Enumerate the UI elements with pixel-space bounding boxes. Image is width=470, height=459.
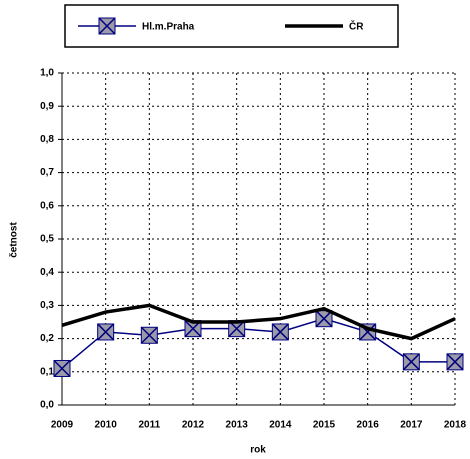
y-tick-label: 0,1 (40, 366, 54, 377)
y-tick-label: 0,4 (40, 267, 54, 278)
y-tick-label: 0,2 (40, 333, 54, 344)
legend-label: Hl.m.Praha (142, 22, 195, 33)
x-tick-label: 2016 (357, 420, 380, 431)
y-tick-label: 0,0 (40, 400, 54, 411)
marker (140, 326, 158, 344)
y-tick-label: 0,5 (40, 234, 54, 245)
marker (53, 359, 71, 378)
legend-label: ČR (349, 20, 364, 33)
y-tick-label: 0,8 (40, 134, 54, 145)
y-tick-label: 0,6 (40, 200, 54, 211)
x-tick-label: 2015 (313, 420, 336, 431)
marker (315, 310, 333, 328)
y-tick-label: 0,9 (40, 101, 54, 112)
x-tick-label: 2010 (95, 420, 118, 431)
x-axis-label: rok (250, 445, 266, 456)
x-tick-label: 2014 (269, 420, 292, 431)
y-tick-label: 0,3 (40, 300, 54, 311)
x-tick-label: 2011 (138, 420, 160, 431)
marker (98, 17, 116, 35)
y-axis-label: četnost (9, 222, 20, 258)
x-tick-label: 2009 (51, 420, 74, 431)
marker (97, 323, 115, 341)
y-tick-label: 0,7 (40, 167, 54, 178)
marker (402, 353, 420, 371)
x-tick-label: 2018 (444, 420, 467, 431)
marker (446, 353, 464, 371)
series-line (61, 317, 455, 370)
x-tick-label: 2012 (182, 420, 205, 431)
y-tick-label: 1,0 (40, 68, 54, 79)
series-line (61, 303, 456, 341)
x-tick-label: 2013 (226, 420, 249, 431)
marker (271, 323, 289, 341)
x-tick-label: 2017 (400, 420, 423, 431)
